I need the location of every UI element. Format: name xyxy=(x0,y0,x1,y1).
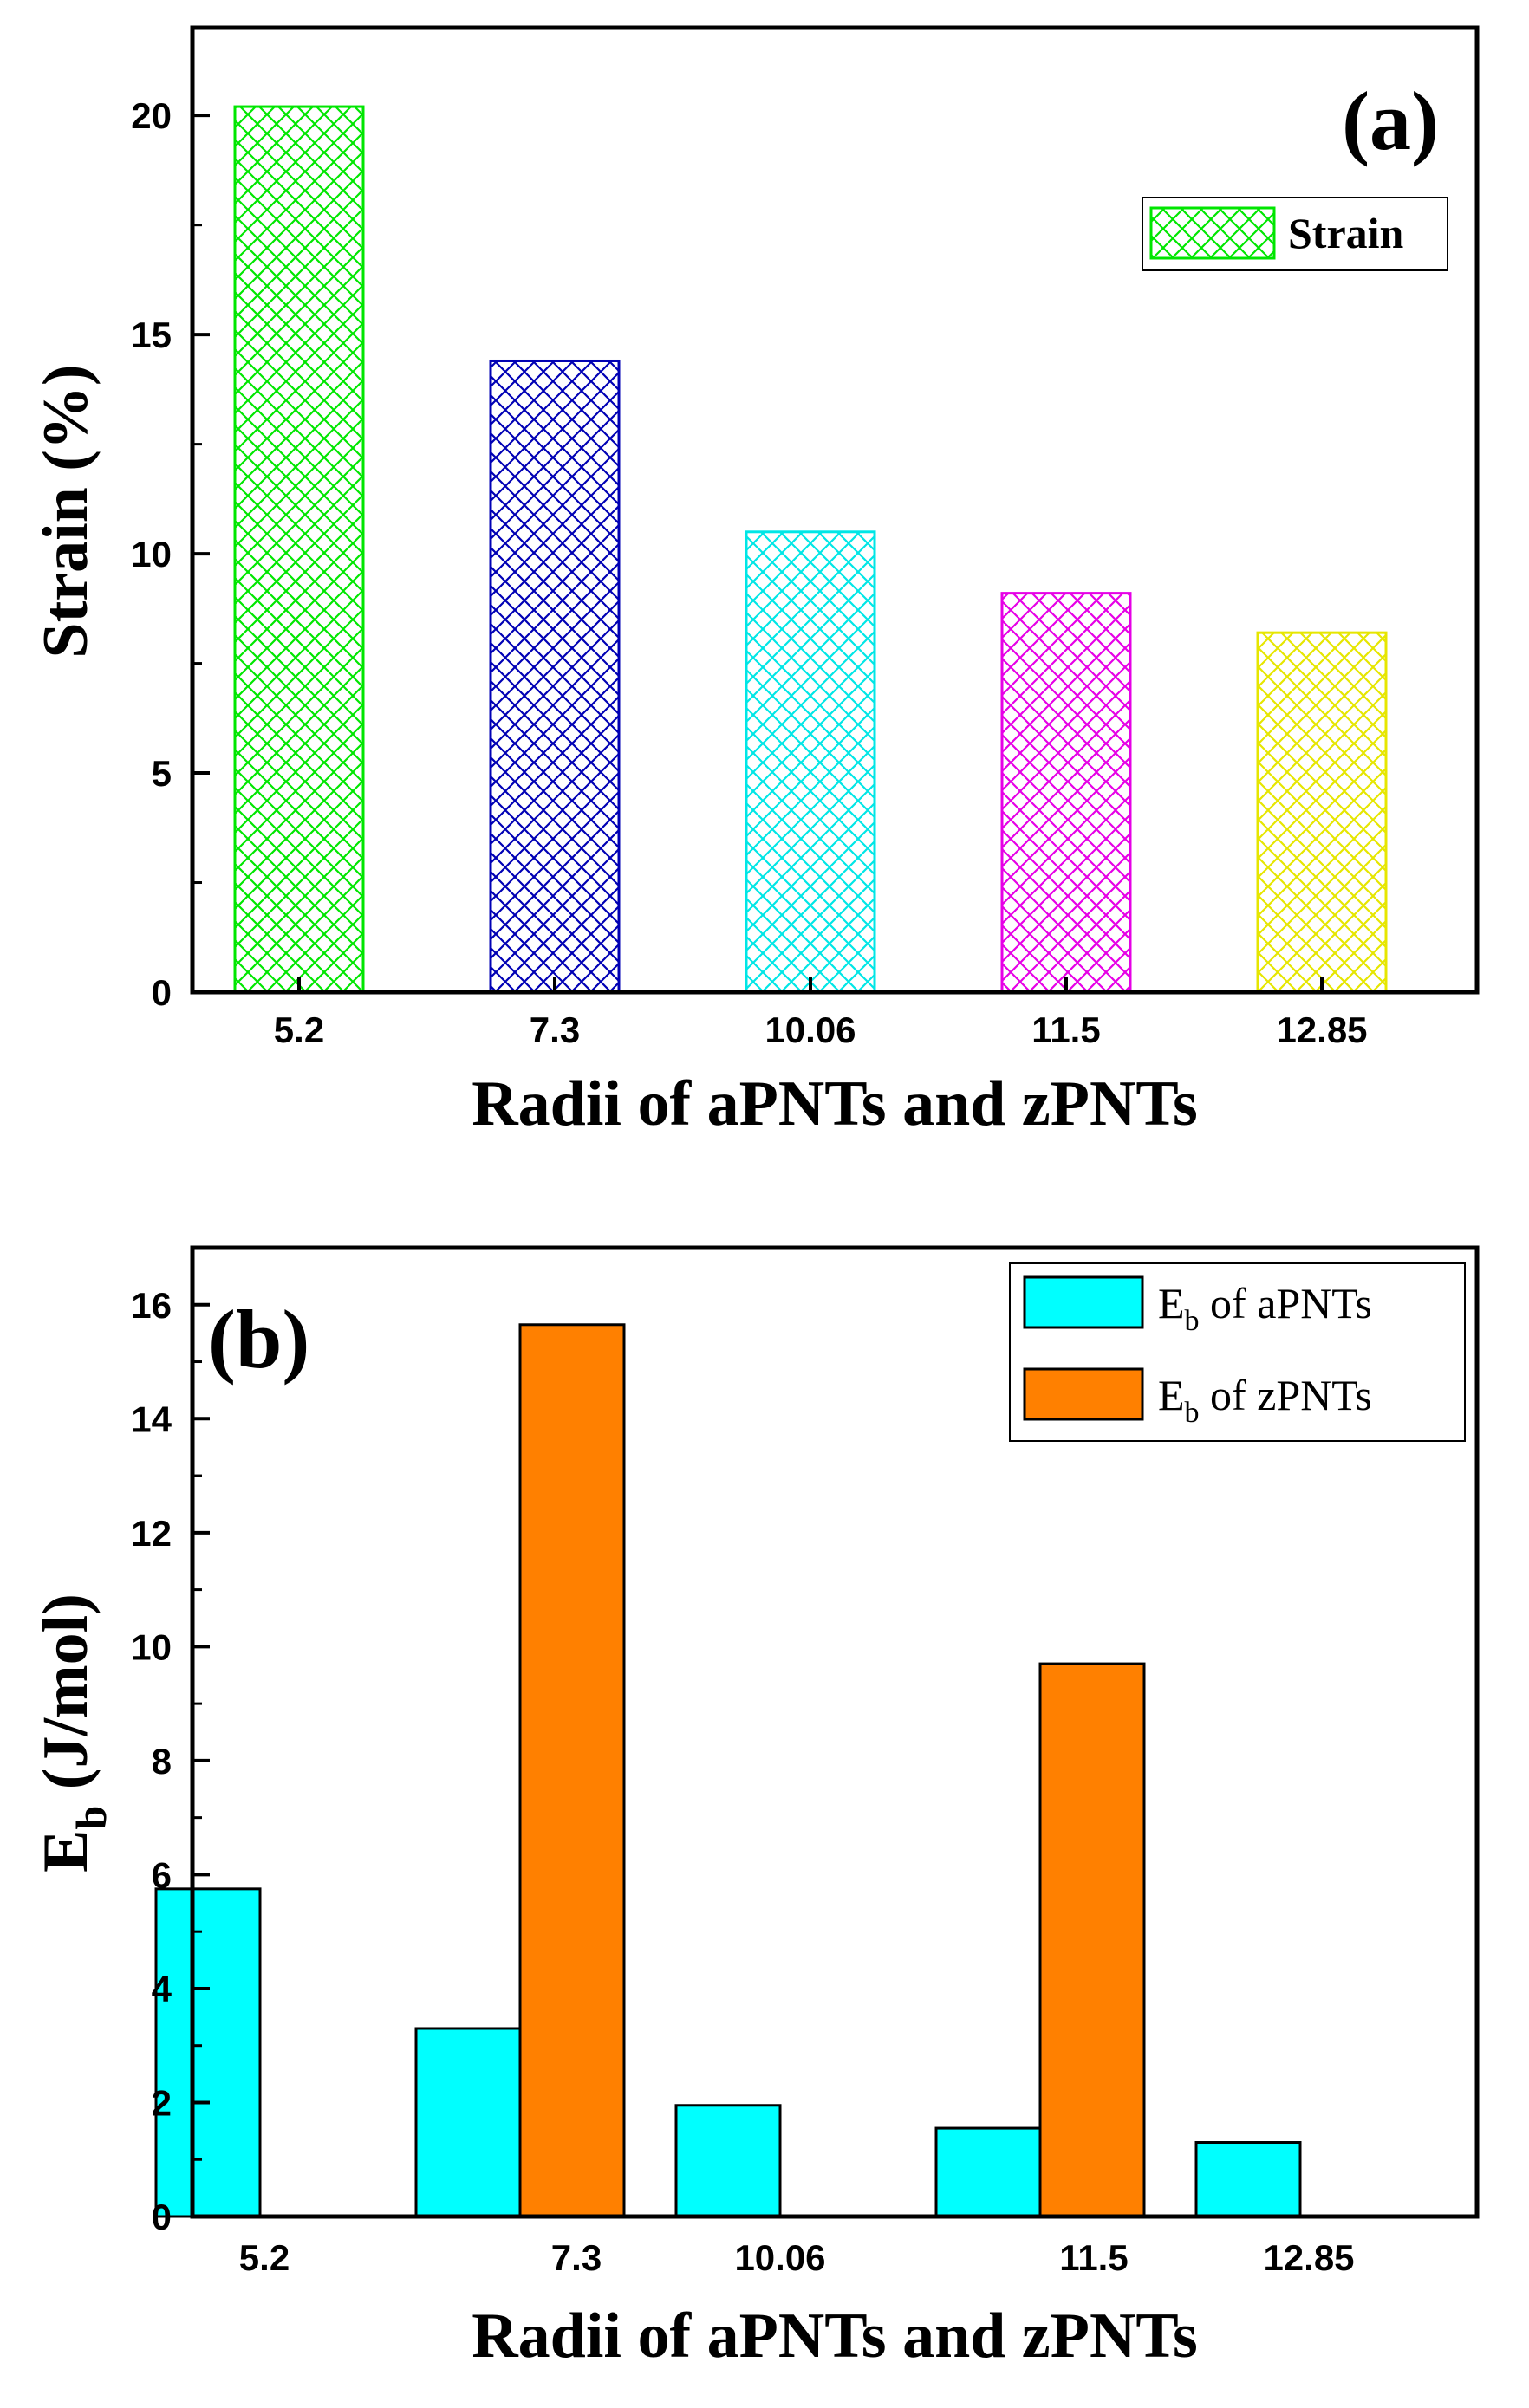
legend-zPNTs-sub: b xyxy=(1185,1397,1200,1429)
y-axis-title-a: Strain (%) xyxy=(30,364,101,658)
bar-aPNTs-10.06 xyxy=(674,2104,782,2218)
bar-zPNTs-7.3 xyxy=(518,1323,626,2218)
legend-label-zPNTs: Eb of zPNTs xyxy=(1158,1371,1372,1429)
ytick-label-b-10: 10 xyxy=(131,1626,172,1667)
panel-label-b: (b) xyxy=(208,1293,309,1386)
xtick-label-b-10.06: 10.06 xyxy=(734,2237,825,2278)
bar-zPNTs-11.5 xyxy=(1038,1662,1146,2218)
xtick-label-a-7.3: 7.3 xyxy=(530,1009,580,1050)
bar-strain-11.5 xyxy=(1000,592,1132,994)
legend-aPNTs-rest: of aPNTs xyxy=(1200,1279,1372,1327)
y-axis-title-b-rest: (J/mol) xyxy=(30,1593,101,1806)
bar-aPNTs-7.3 xyxy=(414,2027,522,2218)
ytick-label-a-20: 20 xyxy=(131,95,172,136)
y-axis-title-b-sub: b xyxy=(67,1806,115,1830)
ytick-label-b-2: 2 xyxy=(152,2082,172,2123)
xtick-label-a-12.85: 12.85 xyxy=(1276,1009,1367,1050)
plot-frame-a xyxy=(190,25,1480,995)
ticks-a: 0 5 10 15 20 5.2 7.3 10.06 11.5 12.85 xyxy=(131,95,1367,1050)
x-axis-title-a: Radii of aPNTs and zPNTs xyxy=(472,1068,1198,1139)
xtick-label-b-7.3: 7.3 xyxy=(551,2237,602,2278)
bar-strain-7.3 xyxy=(489,359,621,994)
legend-a: Strain xyxy=(1142,197,1448,271)
bar-strain-12.85 xyxy=(1256,631,1388,994)
panel-label-a: (a) xyxy=(1342,75,1439,167)
plot-frame-b xyxy=(190,1245,1480,2219)
panel-b: 0 2 4 6 8 10 12 14 16 5.2 7.3 10.06 11.5 12.85 (b) Eb… xyxy=(30,1245,1480,2372)
ytick-label-a-15: 15 xyxy=(131,315,172,355)
ytick-label-b-4: 4 xyxy=(152,1969,172,2009)
bar-aPNTs-11.5 xyxy=(934,2126,1042,2218)
ytick-label-a-10: 10 xyxy=(131,534,172,574)
ytick-label-b-12: 12 xyxy=(131,1513,172,1554)
ytick-label-b-0: 0 xyxy=(152,2197,172,2237)
x-axis-title-b: Radii of aPNTs and zPNTs xyxy=(472,2301,1198,2372)
ytick-label-a-5: 5 xyxy=(152,753,172,794)
legend-swatch-aPNTs xyxy=(1023,1275,1144,1329)
ytick-label-b-6: 6 xyxy=(152,1854,172,1895)
ticks-b: 0 2 4 6 8 10 12 14 16 5.2 7.3 10.06 11.5 12.85 xyxy=(131,1285,1354,2278)
strain-bars xyxy=(233,105,1388,994)
legend-label-strain: Strain xyxy=(1288,209,1404,257)
xtick-label-a-11.5: 11.5 xyxy=(1031,1009,1100,1050)
legend-aPNTs-sub: b xyxy=(1185,1305,1200,1337)
legend-zPNTs-main: E xyxy=(1158,1371,1185,1419)
legend-swatch-strain xyxy=(1149,206,1276,260)
legend-swatch-zPNTs xyxy=(1023,1367,1144,1421)
bar-strain-10.06 xyxy=(745,530,876,994)
legend-aPNTs-main: E xyxy=(1158,1279,1185,1327)
legend-b: Eb of aPNTs Eb of zPNTs xyxy=(1009,1262,1466,1442)
y-axis-title-b-main: E xyxy=(30,1830,101,1873)
bar-aPNTs-5.2 xyxy=(154,1887,262,2218)
bar-strain-5.2 xyxy=(233,105,365,994)
legend-label-aPNTs: Eb of aPNTs xyxy=(1158,1279,1372,1337)
legend-zPNTs-rest: of zPNTs xyxy=(1200,1371,1372,1419)
xtick-label-a-10.06: 10.06 xyxy=(764,1009,856,1050)
xtick-label-a-5.2: 5.2 xyxy=(274,1009,324,1050)
ytick-label-a-0: 0 xyxy=(152,972,172,1013)
ytick-label-b-16: 16 xyxy=(131,1285,172,1326)
xtick-label-b-11.5: 11.5 xyxy=(1059,2237,1128,2278)
panel-a: 0 5 10 15 20 5.2 7.3 10.06 11.5 12.85 (a) Strain … xyxy=(30,25,1480,1139)
bar-aPNTs-12.85 xyxy=(1194,2141,1302,2218)
eb-bars xyxy=(154,1323,1302,2218)
ytick-label-b-14: 14 xyxy=(131,1399,172,1439)
y-axis-title-b: Eb (J/mol) xyxy=(30,1593,115,1873)
xtick-label-b-12.85: 12.85 xyxy=(1263,2237,1354,2278)
xtick-label-b-5.2: 5.2 xyxy=(239,2237,290,2278)
ytick-label-b-8: 8 xyxy=(152,1741,172,1782)
